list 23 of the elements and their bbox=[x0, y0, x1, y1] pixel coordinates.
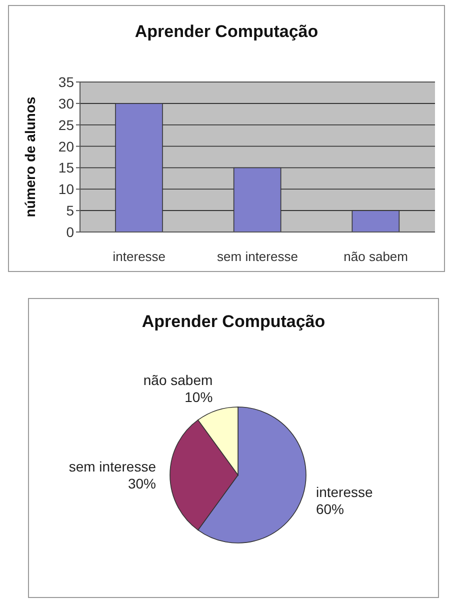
y-tick-label: 30 bbox=[58, 95, 74, 112]
data-label: 60% bbox=[316, 500, 344, 517]
x-tick-label: interesse bbox=[112, 249, 166, 264]
y-tick-label: 5 bbox=[66, 202, 74, 219]
y-tick-label: 0 bbox=[66, 224, 74, 240]
y-tick-label: 35 bbox=[58, 74, 74, 90]
y-axis-title: número de alunos bbox=[22, 96, 38, 218]
bar bbox=[233, 167, 282, 232]
slice-label: interesse bbox=[316, 484, 374, 500]
chart-title: Aprender Computação bbox=[142, 312, 326, 331]
x-tick-label: sem interesse bbox=[217, 249, 298, 264]
y-tick-label: 15 bbox=[58, 160, 74, 176]
data-label: 10% bbox=[184, 389, 213, 406]
y-tick-label: 10 bbox=[58, 181, 74, 198]
slice-label: não sabem bbox=[143, 372, 213, 388]
bar bbox=[115, 103, 163, 232]
y-tick-label: 20 bbox=[58, 138, 74, 154]
slice-label: sem interesse bbox=[68, 458, 156, 474]
y-tick-label: 25 bbox=[58, 116, 74, 133]
chart-title: Aprender Computação bbox=[134, 22, 318, 41]
x-tick-label: não sabem bbox=[344, 249, 408, 264]
bar bbox=[352, 210, 400, 232]
data-label: 30% bbox=[128, 476, 156, 492]
